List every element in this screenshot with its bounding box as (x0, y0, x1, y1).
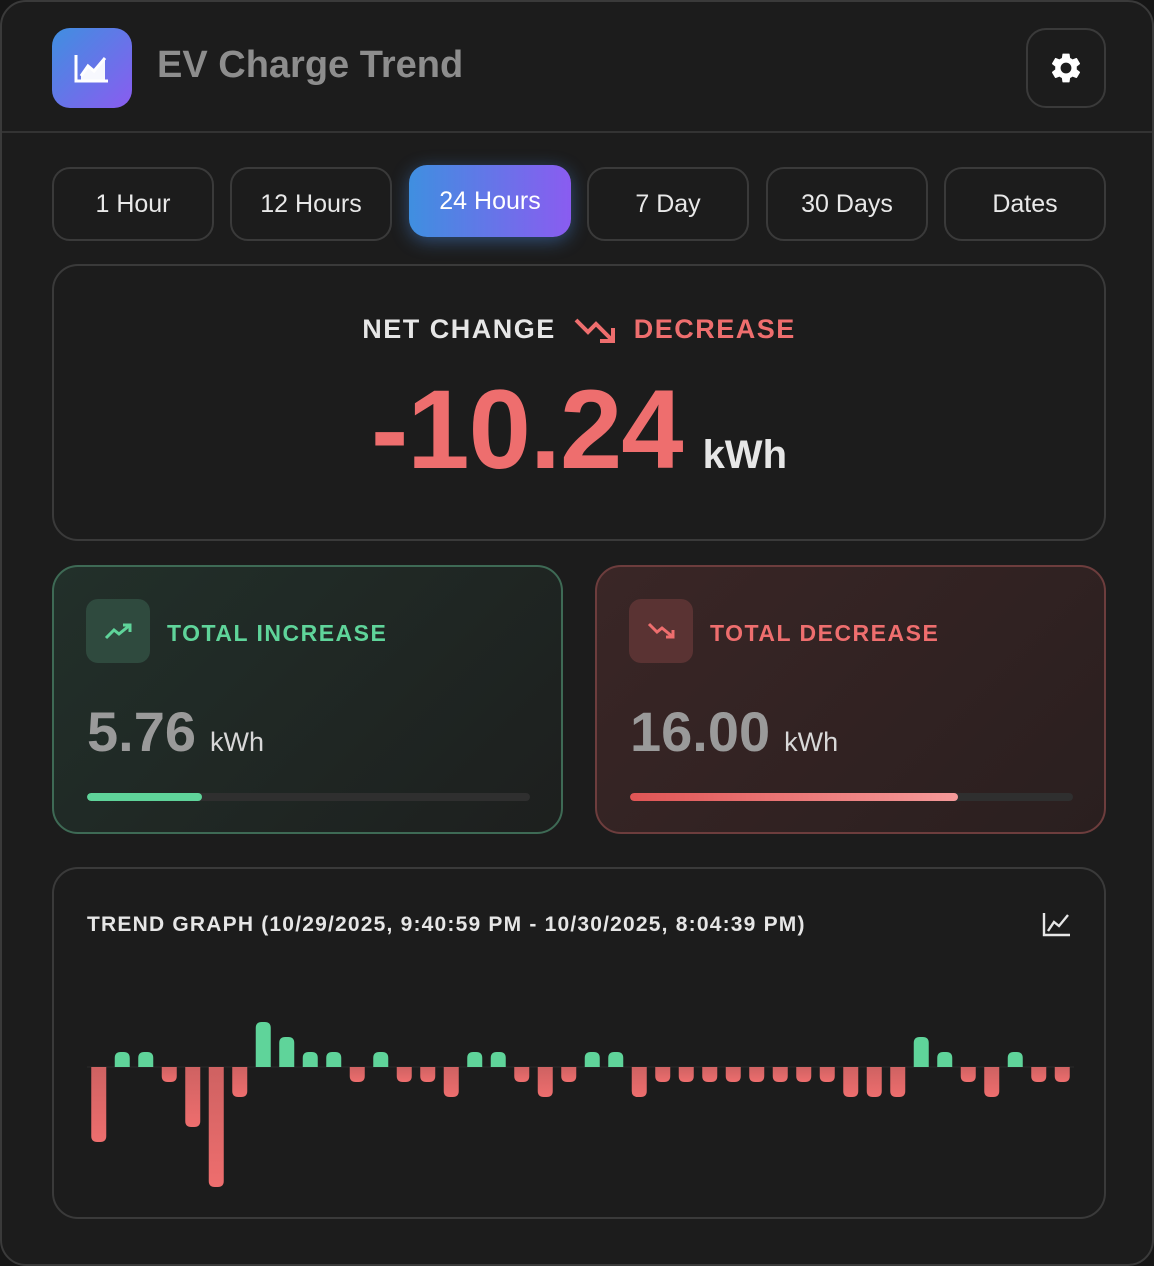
trend-bar[interactable] (91, 1067, 107, 1142)
trend-bar[interactable] (655, 1067, 671, 1082)
total-increase-value: 5.76 (87, 700, 196, 763)
chart-line-icon[interactable] (1042, 911, 1072, 942)
trend-graph-card: TREND GRAPH (10/29/2025, 9:40:59 PM - 10… (52, 867, 1106, 1219)
trend-bar[interactable] (725, 1067, 741, 1082)
trend-bar[interactable] (772, 1067, 788, 1082)
settings-button[interactable] (1026, 28, 1106, 108)
trend-bar[interactable] (890, 1067, 906, 1097)
trend-bar[interactable] (326, 1052, 342, 1067)
trend-bar[interactable] (161, 1067, 177, 1082)
trend-bar[interactable] (537, 1067, 553, 1097)
trend-bar[interactable] (1031, 1067, 1047, 1082)
tab-24-hours[interactable]: 24 Hours (409, 165, 571, 237)
total-increase-card: TOTAL INCREASE 5.76 kWh (52, 565, 563, 834)
total-decrease-progress (630, 793, 1073, 801)
trend-bar[interactable] (913, 1037, 929, 1067)
trend-bar[interactable] (232, 1067, 248, 1097)
gear-icon (1051, 53, 1081, 83)
app-title: EV Charge Trend (157, 44, 464, 86)
trend-bar[interactable] (937, 1052, 953, 1067)
trend-bar[interactable] (796, 1067, 812, 1082)
trend-bar[interactable] (984, 1067, 1000, 1097)
net-change-direction: DECREASE (633, 314, 796, 344)
trend-bar[interactable] (819, 1067, 835, 1082)
trend-bar[interactable] (185, 1067, 201, 1127)
trending-up-icon (86, 599, 150, 663)
trend-bar[interactable] (467, 1052, 483, 1067)
tab-1-hour[interactable]: 1 Hour (52, 167, 214, 241)
trend-bar[interactable] (678, 1067, 694, 1082)
trend-bar[interactable] (584, 1052, 600, 1067)
trend-bar[interactable] (608, 1052, 624, 1067)
tab-dates[interactable]: Dates (944, 167, 1106, 241)
trend-bar[interactable] (208, 1067, 224, 1187)
trend-bar[interactable] (1007, 1052, 1023, 1067)
total-increase-progress (87, 793, 530, 801)
net-change-card: NET CHANGE DECREASE -10.24 kWh (52, 264, 1106, 541)
trend-bar[interactable] (420, 1067, 436, 1082)
total-increase-label: TOTAL INCREASE (167, 620, 388, 646)
trend-bar[interactable] (702, 1067, 718, 1082)
trend-bar[interactable] (138, 1052, 154, 1067)
tab-30-days[interactable]: 30 Days (766, 167, 928, 241)
trending-down-icon (574, 318, 615, 343)
header: EV Charge Trend (2, 2, 1152, 133)
trend-bar[interactable] (114, 1052, 130, 1067)
tab-7-day[interactable]: 7 Day (587, 167, 749, 241)
trend-bar[interactable] (279, 1037, 295, 1067)
time-range-tabs: 1 Hour 12 Hours 24 Hours 7 Day 30 Days D… (52, 165, 1106, 241)
total-increase-progress-fill (87, 793, 203, 801)
total-decrease-value: 16.00 (630, 700, 771, 763)
trend-bar[interactable] (514, 1067, 530, 1082)
trend-bar[interactable] (302, 1052, 318, 1067)
trend-bar[interactable] (866, 1067, 882, 1097)
net-change-label: NET CHANGE (362, 314, 556, 344)
trend-bar[interactable] (843, 1067, 859, 1097)
tab-12-hours[interactable]: 12 Hours (230, 167, 392, 241)
trend-bar[interactable] (373, 1052, 389, 1067)
trending-down-icon (629, 599, 693, 663)
trend-bar[interactable] (631, 1067, 647, 1097)
net-change-value: -10.24 (370, 367, 684, 492)
trend-bar[interactable] (1054, 1067, 1070, 1082)
trend-bar[interactable] (561, 1067, 577, 1082)
trend-chart (87, 1022, 1074, 1187)
total-increase-unit: kWh (210, 727, 264, 757)
chart-line-icon (52, 28, 132, 108)
trend-bar[interactable] (255, 1022, 271, 1067)
trend-bar[interactable] (443, 1067, 459, 1097)
trend-bar[interactable] (749, 1067, 765, 1082)
trend-bar[interactable] (960, 1067, 976, 1082)
total-decrease-unit: kWh (784, 727, 839, 757)
total-decrease-label: TOTAL DECREASE (710, 620, 940, 646)
net-change-unit: kWh (702, 433, 787, 477)
trend-graph-title: TREND GRAPH (10/29/2025, 9:40:59 PM - 10… (87, 913, 806, 936)
trend-bar[interactable] (349, 1067, 365, 1082)
trend-bar[interactable] (490, 1052, 506, 1067)
total-decrease-progress-fill (630, 793, 958, 801)
trend-bar[interactable] (396, 1067, 412, 1082)
total-decrease-card: TOTAL DECREASE 16.00 kWh (595, 565, 1106, 834)
